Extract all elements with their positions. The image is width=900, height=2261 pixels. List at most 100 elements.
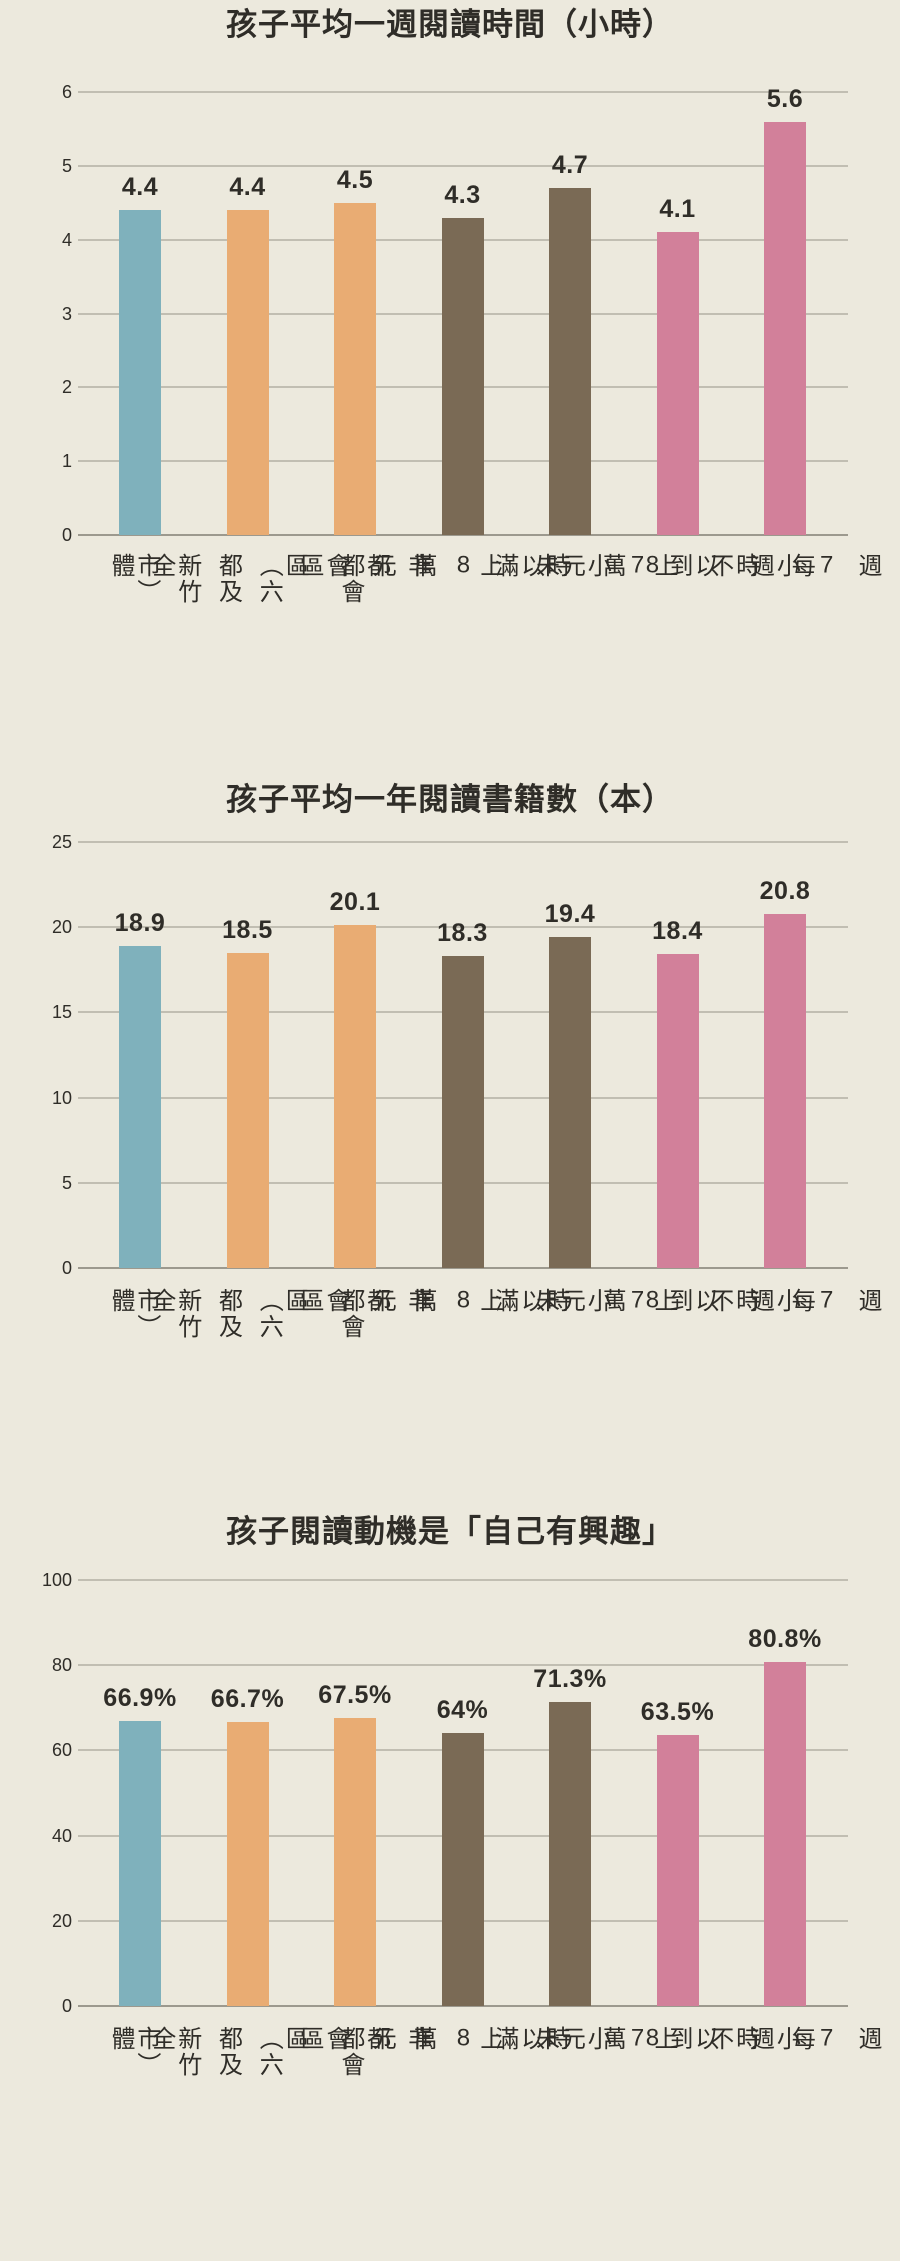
x-axis-label: 8 萬元以上 — [468, 2026, 672, 2052]
x-axis-label: 非都會區 — [281, 1288, 431, 1314]
bar — [334, 1718, 376, 2006]
y-axis-tick-label: 5 — [61, 1172, 72, 1193]
gridline — [78, 164, 848, 167]
bar — [656, 1735, 699, 2006]
bar-value-label: 18.3 — [437, 919, 488, 948]
bar — [119, 210, 161, 535]
bar-value-label: 71.3% — [533, 1665, 607, 1694]
bar-value-label: 20.8 — [759, 876, 811, 905]
gridline — [78, 91, 848, 93]
y-axis-tick-label: 20 — [51, 1910, 72, 1931]
upright-number: 8 — [645, 553, 660, 577]
bar-value-label: 66.9% — [103, 1684, 177, 1712]
bar-value-label: 66.7% — [210, 1684, 285, 1713]
x-axis-label: 未滿 8 萬元 — [368, 553, 559, 579]
bar — [334, 202, 376, 535]
gridline — [78, 1664, 848, 1667]
upright-number: 7 — [630, 1288, 645, 1312]
bar — [441, 217, 484, 535]
bar-value-label: 4.5 — [336, 165, 374, 194]
upright-number: 8 — [456, 553, 471, 577]
x-axis-label: 每週不到 7 小時 — [542, 553, 815, 579]
bar — [441, 1733, 484, 2006]
chart-title: 孩子平均一週閱讀時間（小時） — [226, 7, 674, 42]
x-axis-label: 每週不到 7 小時 — [542, 1288, 815, 1314]
y-axis-tick-label: 100 — [41, 1570, 72, 1590]
bar-value-label: 18.5 — [222, 915, 273, 944]
y-axis-tick-label: 60 — [51, 1740, 72, 1761]
y-axis-tick-label: 15 — [51, 1002, 72, 1023]
y-axis-tick-label: 10 — [51, 1087, 72, 1108]
x-axis-label: 都會區 （六都及新竹市） — [132, 553, 364, 605]
upright-number: 8 — [456, 2026, 471, 2050]
x-axis-label: 非都會區 — [281, 553, 431, 579]
x-axis-label: 都會區 （六都及新竹市） — [132, 2026, 364, 2078]
gridline — [78, 841, 848, 843]
bar-value-label: 4.1 — [659, 195, 696, 224]
upright-number: 7 — [820, 2026, 834, 2050]
upright-number: 8 — [645, 1288, 660, 1312]
bar — [656, 232, 699, 535]
bar-value-label: 64% — [436, 1696, 489, 1725]
bar-value-label: 63.5% — [640, 1698, 715, 1727]
upright-number: 7 — [630, 2026, 645, 2050]
y-axis-tick-label: 0 — [61, 525, 72, 545]
gridline — [78, 926, 848, 929]
y-axis-tick-label: 25 — [51, 832, 72, 852]
y-axis-tick-label: 0 — [61, 1996, 72, 2016]
bar — [764, 1661, 806, 2006]
bar-value-label: 19.4 — [544, 900, 596, 929]
bar — [549, 1702, 591, 2006]
y-axis-tick-label: 2 — [61, 377, 72, 398]
y-axis-tick-label: 1 — [61, 451, 72, 472]
bar — [119, 945, 161, 1268]
gridline — [78, 1579, 848, 1581]
bar — [764, 913, 806, 1268]
bar — [119, 1721, 161, 2006]
x-axis-label: 未滿 8 萬元 — [368, 1288, 559, 1314]
chart-title: 孩子平均一年閱讀書籍數（本） — [226, 782, 674, 817]
bar — [334, 925, 376, 1268]
x-axis-label: 未滿 8 萬元 — [368, 2026, 559, 2052]
y-axis-tick-label: 4 — [61, 229, 72, 250]
bar — [549, 937, 591, 1268]
x-axis-label: 每週不到 7 小時 — [542, 2026, 815, 2052]
y-axis-tick-label: 5 — [61, 155, 72, 176]
chart-title: 孩子閱讀動機是「自己有興趣」 — [226, 1514, 674, 1549]
bar-value-label: 20.1 — [329, 888, 381, 917]
bar-value-label: 18.9 — [114, 908, 166, 937]
bar-value-label: 4.4 — [229, 173, 266, 202]
upright-number: 8 — [456, 1288, 471, 1312]
bar — [656, 954, 699, 1268]
bar-value-label: 4.4 — [121, 173, 159, 202]
upright-number: 7 — [820, 1288, 834, 1312]
x-axis-label: 每週 7 小時以上 — [650, 553, 900, 579]
x-axis-label: 非都會區 — [281, 2026, 431, 2052]
bar-value-label: 4.3 — [444, 180, 481, 209]
bar-value-label: 67.5% — [318, 1681, 392, 1710]
bar-value-label: 5.6 — [766, 84, 804, 113]
upright-number: 7 — [630, 553, 645, 577]
bar — [226, 952, 269, 1268]
upright-number: 7 — [820, 553, 834, 577]
x-axis-label: 8 萬元以上 — [468, 553, 672, 579]
x-axis-line — [78, 1267, 848, 1269]
bar-value-label: 18.4 — [652, 917, 703, 946]
y-axis-tick-label: 80 — [51, 1655, 72, 1676]
y-axis-tick-label: 20 — [51, 917, 72, 938]
y-axis-tick-label: 6 — [61, 82, 72, 102]
bar — [549, 187, 591, 535]
x-axis-line — [78, 2005, 848, 2007]
x-axis-label: 全體 — [107, 1288, 175, 1314]
bar — [441, 956, 484, 1268]
bar — [226, 210, 269, 535]
upright-number: 8 — [645, 2026, 660, 2050]
x-axis-label: 每週 7 小時以上 — [650, 2026, 900, 2052]
x-axis-line — [78, 534, 848, 536]
x-axis-label: 每週 7 小時以上 — [650, 1288, 900, 1314]
bar — [764, 121, 806, 535]
x-axis-label: 全體 — [107, 553, 175, 579]
x-axis-label: 全體 — [107, 2026, 175, 2052]
bar — [226, 1721, 269, 2006]
